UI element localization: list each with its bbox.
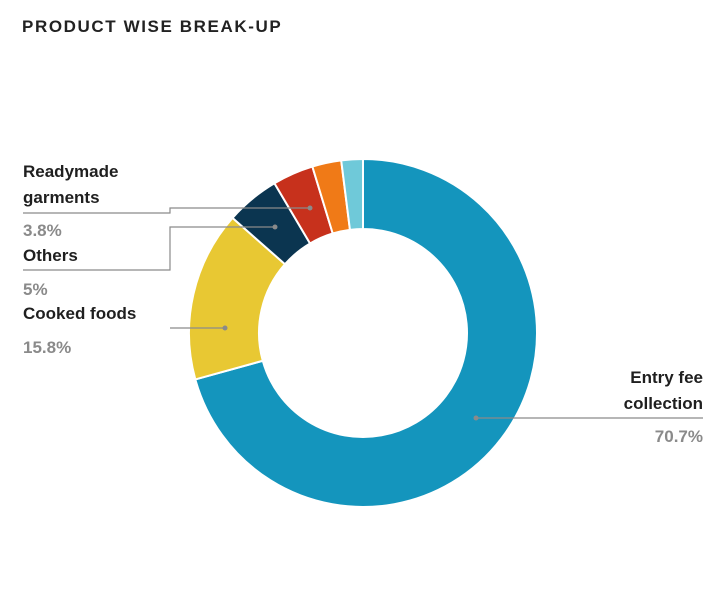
label-name-cooked-foods: Cooked foods — [23, 304, 136, 323]
label-value-others: 5% — [23, 280, 48, 299]
label-name-others: Others — [23, 246, 78, 265]
label-value-entry-fee-collection: 70.7% — [655, 427, 703, 446]
donut-slices — [188, 157, 538, 508]
label-value-cooked-foods: 15.8% — [23, 338, 71, 357]
leader-line-others — [23, 226, 275, 271]
slice-labels: Entry fee collection 70.7% Cooked foods 15.8… — [23, 162, 703, 446]
slice-entry-fee-collection — [194, 157, 538, 508]
leader-dot-entry-fee-collection — [473, 415, 479, 421]
slice-segment-5 — [340, 157, 364, 231]
label-value-readymade-garments: 3.8% — [23, 221, 62, 240]
chart-title: PRODUCT WISE BREAK-UP — [22, 17, 283, 36]
label-name-entry-fee-collection: Entry fee — [630, 368, 703, 387]
leader-line-readymade-garments — [23, 207, 310, 214]
label-name-entry-fee-collection: collection — [624, 394, 703, 413]
label-name-readymade-garments: Readymade — [23, 162, 118, 181]
label-name-readymade-garments: garments — [23, 188, 100, 207]
leader-dot-cooked-foods — [222, 325, 228, 331]
leader-dot-readymade-garments — [307, 205, 313, 211]
leader-lines — [23, 205, 703, 421]
leader-dot-others — [272, 224, 278, 230]
